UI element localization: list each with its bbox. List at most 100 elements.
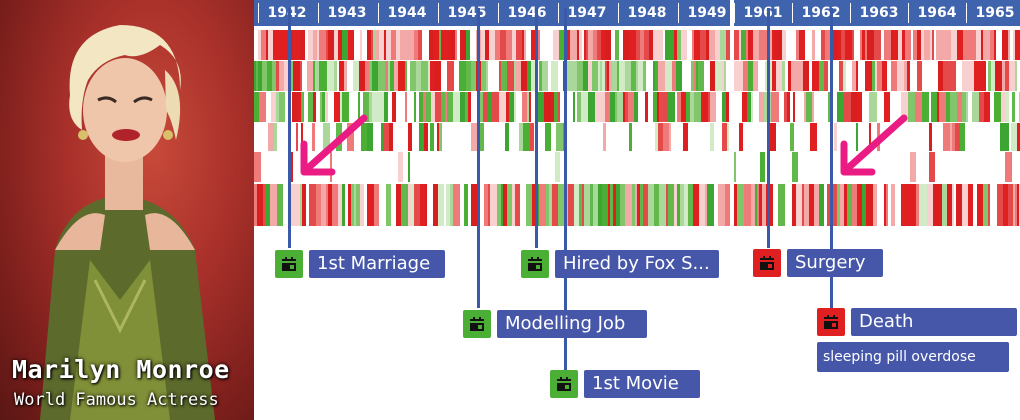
sentiment-stripe — [984, 92, 990, 122]
year-tick: 1949 — [678, 3, 730, 23]
sentiment-stripe — [922, 92, 929, 122]
sentiment-stripe — [545, 123, 551, 151]
sentiment-stripe — [524, 30, 526, 60]
sentiment-stripe — [326, 30, 328, 60]
sentiment-stripe — [698, 61, 704, 91]
sentiment-stripe — [372, 61, 378, 91]
sentiment-stripe — [694, 30, 700, 60]
sentiment-stripe — [537, 184, 539, 226]
sentiment-stripe — [963, 30, 967, 60]
sentiment-stripe — [722, 123, 727, 151]
sentiment-stripe — [891, 30, 893, 60]
sentiment-stripe — [873, 184, 877, 226]
sentiment-stripe — [939, 92, 946, 122]
sentiment-stripe — [298, 92, 301, 122]
sentiment-stripe — [952, 61, 956, 91]
event-hired-by-fox[interactable]: Hired by Fox S... — [521, 250, 719, 278]
sentiment-stripe — [828, 92, 831, 122]
sentiment-stripe — [470, 30, 476, 60]
sentiment-stripe — [832, 30, 838, 60]
sentiment-stripe — [710, 123, 714, 151]
sentiment-stripe — [968, 61, 974, 91]
sentiment-stripe — [414, 30, 418, 60]
event-label: Surgery — [787, 249, 883, 277]
sentiment-stripe — [877, 61, 882, 91]
sentiment-stripe — [507, 184, 512, 226]
sentiment-stripe — [934, 30, 936, 60]
sentiment-stripe — [337, 61, 339, 91]
sentiment-stripe — [552, 184, 558, 226]
sentiment-stripe — [737, 184, 744, 226]
sentiment-stripe — [279, 92, 285, 122]
sentiment-stripe — [1008, 184, 1013, 226]
sentiment-stripe — [360, 30, 362, 60]
sentiment-stripe — [886, 184, 888, 226]
sentiment-stripe — [922, 184, 927, 226]
sentiment-stripe — [726, 30, 730, 60]
sentiment-stripe — [973, 184, 977, 226]
sentiment-stripe — [451, 30, 455, 60]
sentiment-stripe — [806, 92, 812, 122]
sentiment-stripe — [465, 92, 468, 122]
sentiment-stripe — [384, 123, 389, 151]
sentiment-stripe — [375, 30, 379, 60]
sentiment-stripe — [619, 30, 623, 60]
sentiment-stripe — [960, 123, 965, 151]
sentiment-stripe — [927, 184, 933, 226]
sentiment-stripe — [489, 30, 492, 60]
event-1st-movie[interactable]: 1st Movie — [550, 370, 700, 398]
sentiment-stripe — [338, 184, 342, 226]
sentiment-stripe — [567, 61, 571, 91]
sentiment-stripe — [457, 30, 460, 60]
event-modelling-job[interactable]: Modelling Job — [463, 310, 647, 338]
sentiment-stripe — [790, 123, 794, 151]
sentiment-stripe — [916, 184, 919, 226]
sentiment-stripe — [300, 61, 302, 91]
sentiment-stripe — [653, 61, 655, 91]
timeline-panel-right[interactable]: 1961 1962 1963 1964 1965 — [734, 0, 1020, 228]
sentiment-stripe — [905, 184, 907, 226]
sentiment-stripe — [527, 61, 531, 91]
sentiment-stripe — [862, 30, 865, 60]
sentiment-stripe — [305, 30, 308, 60]
sentiment-stripe — [531, 92, 536, 122]
sentiment-stripe — [946, 92, 950, 122]
sentiment-stripe — [635, 184, 637, 226]
sentiment-stripe — [709, 30, 712, 60]
timeline-panel-left[interactable]: 1942 1943 1944 1945 1946 1947 1948 1949 — [254, 0, 730, 228]
sentiment-stripe — [437, 123, 439, 151]
event-surgery[interactable]: Surgery — [753, 249, 883, 277]
sentiment-stripe — [722, 92, 726, 122]
sentiment-stripe — [441, 92, 445, 122]
sentiment-stripe — [595, 92, 601, 122]
sentiment-stripe — [351, 184, 354, 226]
event-1st-marriage[interactable]: 1st Marriage — [275, 250, 445, 278]
sentiment-stripe — [459, 61, 466, 91]
event-death[interactable]: Death — [817, 308, 1017, 336]
sentiment-stripe — [956, 61, 962, 91]
sentiment-stripe — [263, 184, 265, 226]
sentiment-stripe — [671, 30, 674, 60]
sentiment-stripe — [824, 184, 827, 226]
sentiment-stripe — [802, 184, 804, 226]
sentiment-stripe — [761, 30, 767, 60]
sentiment-stripe — [481, 61, 486, 91]
sentiment-stripe — [619, 61, 625, 91]
sentiment-stripe — [268, 123, 274, 151]
sentiment-stripe — [258, 61, 260, 91]
sentiment-stripe — [1011, 123, 1017, 151]
sentiment-stripe — [262, 61, 267, 91]
sentiment-stripe — [645, 92, 648, 122]
sentiment-stripe — [334, 30, 338, 60]
sentiment-stripe — [446, 184, 450, 226]
sentiment-stripe — [479, 184, 484, 226]
sentiment-stripe — [322, 92, 325, 122]
sentiment-stripe — [453, 92, 460, 122]
sentiment-stripe — [408, 152, 410, 182]
sentiment-stripe — [499, 92, 506, 122]
calendar-icon — [753, 249, 781, 277]
sentiment-stripe — [521, 61, 527, 91]
sentiment-stripe — [490, 184, 497, 226]
sentiment-stripe — [869, 92, 874, 122]
sentiment-stripe — [628, 92, 634, 122]
